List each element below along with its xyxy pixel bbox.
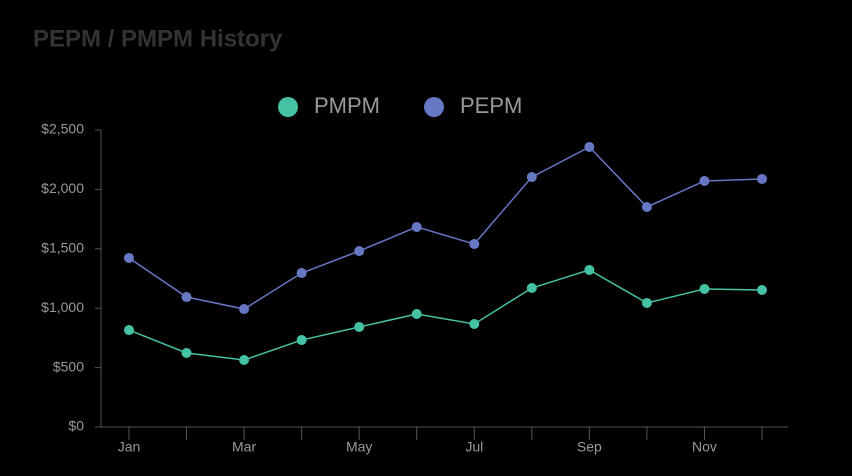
data-point [354, 246, 365, 257]
data-point [181, 347, 192, 358]
data-point [181, 292, 192, 303]
data-point [641, 297, 652, 308]
legend-label: PEPM [460, 93, 522, 118]
data-point [354, 321, 365, 332]
chart-title: PEPM / PMPM History [33, 25, 283, 52]
series-line [128, 146, 763, 310]
data-point [641, 201, 652, 212]
data-point [296, 335, 307, 346]
y-tick-label: $500 [53, 358, 84, 374]
data-point [411, 221, 422, 232]
data-point [239, 354, 250, 365]
data-point [296, 268, 307, 279]
data-point [469, 239, 480, 250]
data-point [124, 252, 134, 263]
data-point [411, 309, 422, 320]
x-tick-label: Jan [118, 439, 141, 455]
x-tick-label: Nov [692, 439, 717, 455]
legend-marker [424, 97, 444, 117]
data-point [526, 172, 537, 183]
data-point [469, 319, 480, 330]
y-tick-label: $1,500 [41, 240, 84, 256]
data-point [757, 173, 767, 184]
data-point [124, 325, 134, 336]
data-point [584, 141, 595, 152]
data-point [584, 264, 595, 275]
x-tick-label: Jul [465, 439, 483, 455]
data-point [699, 283, 710, 294]
x-tick-label: Sep [577, 439, 602, 455]
x-tick-label: May [346, 439, 372, 455]
data-point [699, 175, 710, 186]
series-line [128, 269, 763, 361]
y-tick-label: $0 [68, 418, 84, 434]
data-point [757, 285, 767, 296]
data-point [239, 304, 250, 315]
data-point [526, 283, 537, 294]
y-tick-label: $1,000 [41, 299, 84, 315]
y-tick-label: $2,000 [41, 180, 84, 196]
y-tick-label: $2,500 [41, 121, 84, 137]
legend-label: PMPM [314, 93, 380, 118]
legend-marker [278, 97, 298, 117]
x-tick-label: Mar [232, 439, 256, 455]
